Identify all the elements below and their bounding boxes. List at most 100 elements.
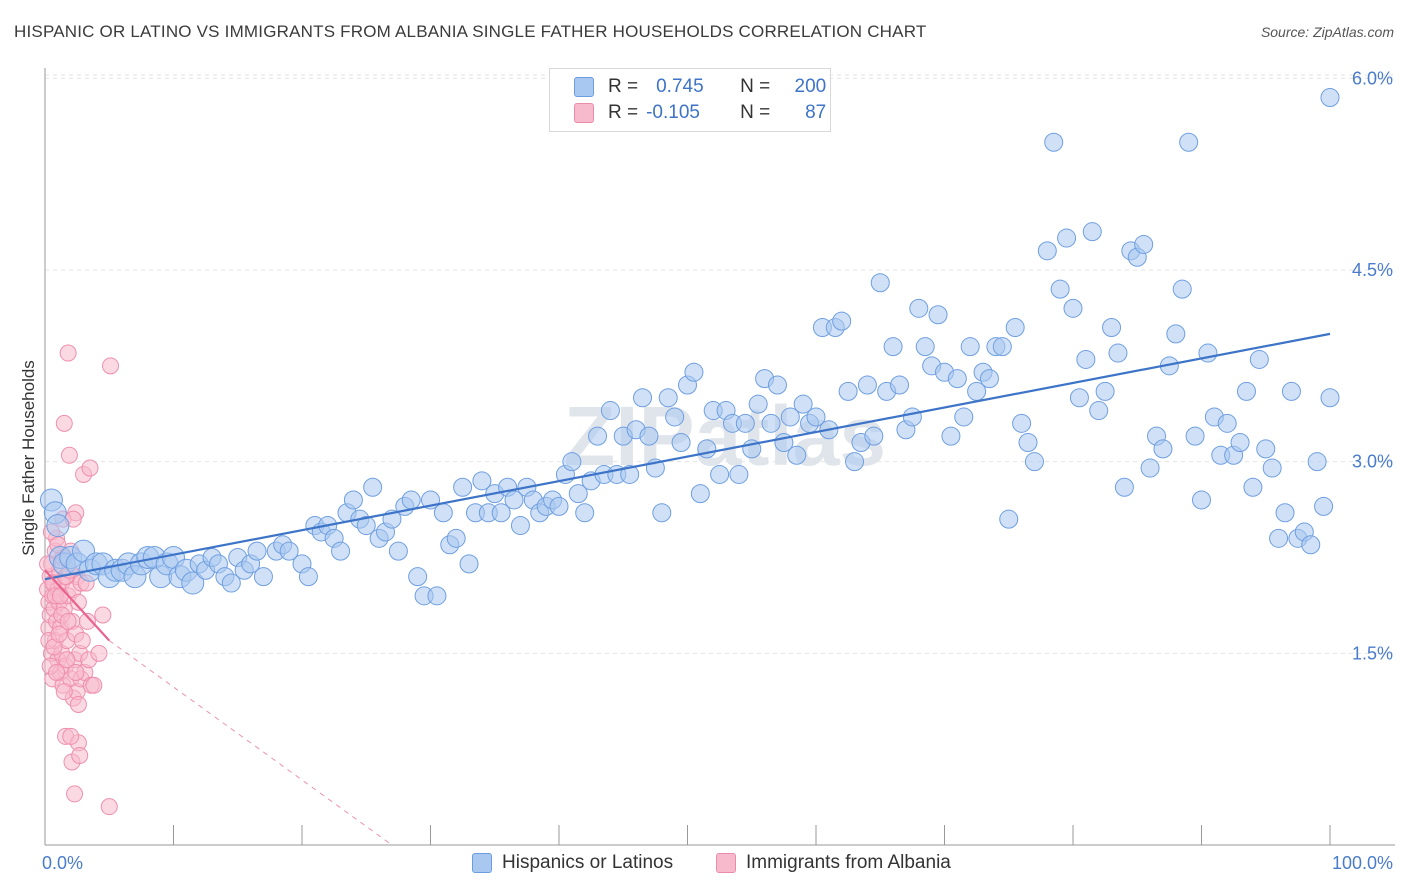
hispanic-point [941, 426, 961, 446]
hispanic-point [1063, 298, 1083, 318]
y-axis-label: Single Father Households [19, 360, 38, 556]
n-value: 87 [805, 102, 827, 123]
hispanic-point [633, 388, 653, 408]
r-value: 0.745 [656, 76, 704, 97]
hispanic-point [870, 273, 890, 293]
pink-swatch [716, 853, 736, 873]
hispanic-point [1256, 439, 1276, 459]
albania-trend-extension [108, 640, 393, 846]
albania-point [81, 459, 99, 477]
hispanic-point [568, 484, 588, 504]
hispanic-point [947, 369, 967, 389]
hispanic-point [1114, 477, 1134, 497]
hispanic-point [890, 375, 910, 395]
legend-item-albania[interactable]: Immigrants from Albania [716, 852, 951, 874]
hispanic-point [1069, 388, 1089, 408]
hispanic-point [388, 541, 408, 561]
albania-point [71, 747, 89, 765]
hispanic-point [1217, 413, 1237, 433]
albania-point [100, 798, 118, 816]
hispanic-point [999, 509, 1019, 529]
hispanic-point [549, 496, 569, 516]
albania-point [55, 414, 73, 432]
hispanic-point [915, 337, 935, 357]
axes [44, 68, 1395, 846]
hispanic-point [767, 375, 787, 395]
hispanic-point [1102, 318, 1122, 337]
hispanic-point [902, 407, 922, 427]
hispanic-point [1262, 458, 1282, 478]
albania-point [90, 644, 108, 662]
hispanic-point [960, 337, 980, 357]
hispanic-point [1179, 132, 1199, 152]
hispanic-point [658, 388, 678, 408]
correlation-legend: R = 0.745 N = 200 R = -0.105 N = 87 [549, 68, 831, 132]
albania-point [62, 727, 80, 745]
hispanic-point [1192, 490, 1211, 510]
hispanic-point [504, 490, 524, 510]
hispanic-point [46, 514, 70, 538]
r-label: R = [608, 102, 639, 123]
hispanic-point [1057, 228, 1077, 248]
hispanic-point [639, 426, 659, 446]
hispanic-point [1281, 381, 1301, 401]
hispanic-point [363, 477, 383, 497]
legend-row-albania: R = -0.105 N = 87 [574, 100, 826, 126]
hispanic-point [1076, 349, 1096, 369]
n-label: N = [740, 102, 771, 123]
hispanic-point [1012, 413, 1032, 433]
hispanic-point [735, 413, 755, 433]
hispanic-point [1005, 318, 1025, 337]
hispanic-point [761, 413, 781, 433]
hispanic-point [1108, 343, 1128, 363]
hispanic-point [253, 567, 273, 587]
hispanic-point [928, 305, 948, 325]
hispanic-point [331, 541, 351, 561]
albania-point [60, 446, 78, 464]
hispanic-point [780, 407, 800, 427]
hispanic-point [401, 490, 421, 510]
hispanic-point [729, 464, 749, 484]
hispanic-point [864, 426, 884, 446]
albania-point [94, 606, 112, 624]
hispanic-point [845, 452, 865, 472]
hispanic-point [690, 484, 710, 504]
albania-point [59, 612, 77, 630]
hispanic-point [832, 311, 852, 331]
hispanic-point [1050, 279, 1070, 299]
legend-label: Hispanics or Latinos [502, 852, 674, 873]
hispanic-point [1314, 496, 1334, 516]
hispanic-point [671, 433, 691, 452]
hispanic-point [298, 567, 318, 587]
hispanic-point [620, 464, 640, 484]
blue-swatch [574, 77, 594, 97]
hispanic-point [793, 394, 813, 414]
albania-point [73, 632, 91, 650]
hispanic-point [1269, 528, 1289, 548]
hispanic-point [787, 445, 807, 465]
legend-item-hispanic[interactable]: Hispanics or Latinos [472, 852, 673, 874]
hispanic-point [1018, 433, 1038, 452]
albania-point [58, 651, 76, 669]
legend-row-hispanic: R = 0.745 N = 200 [574, 74, 826, 100]
hispanic-point [1275, 503, 1295, 523]
hispanic-point [1095, 381, 1115, 401]
albania-point [48, 664, 66, 681]
x-tick-label: 100.0% [1332, 853, 1393, 873]
hispanic-trend-line [44, 332, 1331, 581]
hispanic-point [857, 375, 877, 395]
trend-lines [44, 332, 1331, 846]
hispanic-point [1307, 452, 1327, 472]
hispanic-point [1230, 433, 1250, 452]
hispanic-point [954, 407, 974, 427]
r-value: -0.105 [646, 102, 700, 123]
hispanic-point [684, 362, 704, 382]
hispanic-point [1320, 388, 1340, 408]
hispanic-point [979, 369, 999, 389]
albania-point [55, 683, 73, 701]
hispanic-point [575, 503, 595, 523]
albania-trend-line [44, 569, 111, 642]
albania-point [69, 593, 87, 611]
n-value: 200 [794, 76, 827, 97]
